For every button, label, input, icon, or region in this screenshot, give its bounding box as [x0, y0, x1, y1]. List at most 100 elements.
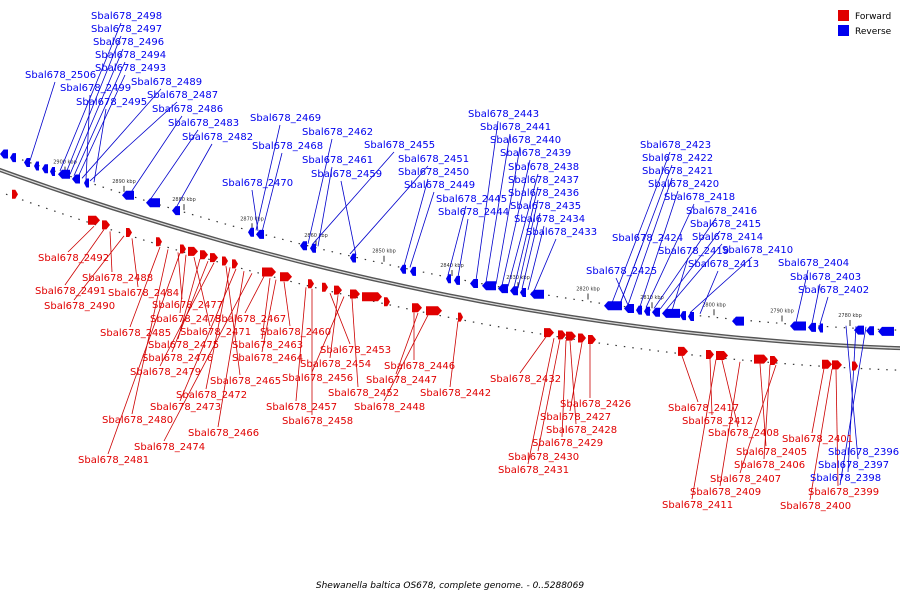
reverse-gene-arrow[interactable] [300, 241, 307, 251]
reverse-gene-label[interactable]: Sbal678_2483 [168, 118, 239, 129]
forward-gene-label[interactable]: Sbal678_2399 [808, 487, 879, 498]
forward-gene-label[interactable]: Sbal678_2408 [708, 428, 779, 439]
forward-gene-arrow[interactable] [852, 361, 858, 371]
forward-gene-label[interactable]: Sbal678_2411 [662, 500, 733, 511]
reverse-gene-label[interactable]: Sbal678_2461 [302, 155, 373, 166]
forward-gene-label[interactable]: Sbal678_2472 [176, 390, 247, 401]
forward-gene-label[interactable]: Sbal678_2431 [498, 465, 569, 476]
forward-gene-label[interactable]: Sbal678_2405 [736, 447, 807, 458]
forward-gene-arrow[interactable] [188, 246, 198, 256]
forward-gene-arrow[interactable] [822, 359, 832, 369]
reverse-gene-label[interactable]: Sbal678_2449 [404, 180, 475, 191]
forward-gene-arrow[interactable] [156, 237, 162, 247]
forward-gene-label[interactable]: Sbal678_2490 [44, 301, 115, 312]
forward-gene-label[interactable]: Sbal678_2432 [490, 374, 561, 385]
forward-gene-label[interactable]: Sbal678_2488 [82, 273, 153, 284]
forward-gene-label[interactable]: Sbal678_2491 [35, 286, 106, 297]
reverse-gene-label[interactable]: Sbal678_2421 [642, 166, 713, 177]
reverse-gene-label[interactable]: Sbal678_2403 [790, 272, 861, 283]
reverse-gene-arrow[interactable] [854, 325, 864, 335]
reverse-gene-arrow[interactable] [58, 169, 70, 179]
reverse-gene-label[interactable]: Sbal678_2462 [302, 127, 373, 138]
forward-gene-arrow[interactable] [88, 215, 100, 225]
reverse-gene-arrow[interactable] [878, 326, 894, 336]
forward-gene-arrow[interactable] [566, 331, 576, 341]
reverse-gene-label[interactable]: Sbal678_2437 [508, 175, 579, 186]
reverse-gene-arrow[interactable] [530, 289, 544, 299]
forward-gene-arrow[interactable] [544, 328, 554, 338]
reverse-gene-label[interactable]: Sbal678_2419 [658, 246, 729, 257]
reverse-gene-label[interactable]: Sbal678_2422 [642, 153, 713, 164]
reverse-gene-arrow[interactable] [410, 266, 416, 276]
forward-gene-label[interactable]: Sbal678_2456 [282, 373, 353, 384]
reverse-gene-arrow[interactable] [790, 321, 806, 331]
forward-gene-arrow[interactable] [12, 189, 18, 199]
forward-gene-arrow[interactable] [384, 297, 390, 307]
forward-gene-label[interactable]: Sbal678_2467 [215, 314, 286, 325]
reverse-gene-arrow[interactable] [350, 253, 356, 263]
forward-gene-arrow[interactable] [558, 330, 566, 340]
reverse-gene-label[interactable]: Sbal678_2468 [252, 141, 323, 152]
reverse-gene-label[interactable]: Sbal678_2433 [526, 227, 597, 238]
reverse-gene-label[interactable]: Sbal678_2444 [438, 207, 509, 218]
reverse-gene-arrow[interactable] [652, 307, 660, 317]
forward-gene-arrow[interactable] [280, 272, 292, 282]
reverse-gene-arrow[interactable] [400, 264, 406, 274]
reverse-gene-arrow[interactable] [866, 326, 874, 336]
forward-gene-arrow[interactable] [678, 346, 688, 356]
forward-gene-arrow[interactable] [262, 267, 276, 277]
forward-gene-arrow[interactable] [706, 349, 714, 359]
forward-gene-label[interactable]: Sbal678_2430 [508, 452, 579, 463]
reverse-gene-arrow[interactable] [482, 281, 496, 291]
forward-gene-arrow[interactable] [200, 250, 208, 260]
reverse-gene-label[interactable]: Sbal678_2420 [648, 179, 719, 190]
reverse-gene-arrow[interactable] [122, 190, 134, 200]
forward-gene-label[interactable]: Sbal678_2447 [366, 375, 437, 386]
reverse-gene-label[interactable]: Sbal678_2434 [514, 214, 585, 225]
forward-gene-label[interactable]: Sbal678_2442 [420, 388, 491, 399]
reverse-gene-label[interactable]: Sbal678_2425 [586, 266, 657, 277]
reverse-gene-arrow[interactable] [498, 284, 508, 294]
reverse-gene-label[interactable]: Sbal678_2498 [91, 11, 162, 22]
reverse-gene-arrow[interactable] [72, 174, 80, 184]
reverse-gene-arrow[interactable] [520, 288, 526, 298]
reverse-gene-label[interactable]: Sbal678_2438 [508, 162, 579, 173]
reverse-gene-arrow[interactable] [50, 167, 55, 177]
reverse-gene-label[interactable]: Sbal678_2494 [95, 50, 166, 61]
forward-gene-label[interactable]: Sbal678_2485 [100, 328, 171, 339]
reverse-gene-label[interactable]: Sbal678_2459 [311, 169, 382, 180]
reverse-gene-label[interactable]: Sbal678_2414 [692, 232, 763, 243]
reverse-gene-label[interactable]: Sbal678_2497 [91, 24, 162, 35]
forward-gene-label[interactable]: Sbal678_2464 [232, 353, 303, 364]
reverse-gene-arrow[interactable] [0, 149, 8, 159]
forward-gene-label[interactable]: Sbal678_2478 [150, 314, 221, 325]
forward-gene-label[interactable]: Sbal678_2427 [540, 412, 611, 423]
forward-gene-arrow[interactable] [180, 244, 186, 254]
reverse-gene-label[interactable]: Sbal678_2482 [182, 132, 253, 143]
reverse-gene-arrow[interactable] [310, 243, 316, 253]
forward-gene-label[interactable]: Sbal678_2474 [134, 442, 205, 453]
reverse-gene-arrow[interactable] [446, 274, 451, 284]
reverse-gene-arrow[interactable] [146, 198, 160, 208]
reverse-gene-label[interactable]: Sbal678_2402 [798, 285, 869, 296]
reverse-gene-arrow[interactable] [248, 227, 254, 237]
forward-gene-arrow[interactable] [334, 285, 342, 295]
reverse-gene-label[interactable]: Sbal678_2506 [25, 70, 96, 81]
forward-gene-label[interactable]: Sbal678_2412 [682, 416, 753, 427]
reverse-gene-arrow[interactable] [732, 316, 744, 326]
forward-gene-arrow[interactable] [412, 303, 422, 313]
forward-gene-arrow[interactable] [322, 282, 328, 292]
forward-gene-arrow[interactable] [832, 360, 842, 370]
forward-gene-label[interactable]: Sbal678_2479 [130, 367, 201, 378]
reverse-gene-arrow[interactable] [470, 278, 478, 288]
forward-gene-label[interactable]: Sbal678_2448 [354, 402, 425, 413]
reverse-gene-arrow[interactable] [24, 158, 30, 168]
reverse-gene-label[interactable]: Sbal678_2496 [93, 37, 164, 48]
forward-gene-arrow[interactable] [588, 334, 596, 344]
reverse-gene-label[interactable]: Sbal678_2499 [60, 83, 131, 94]
reverse-gene-label[interactable]: Sbal678_2397 [818, 460, 889, 471]
forward-gene-label[interactable]: Sbal678_2465 [210, 376, 281, 387]
forward-gene-arrow[interactable] [458, 312, 463, 322]
reverse-gene-label[interactable]: Sbal678_2451 [398, 154, 469, 165]
forward-gene-label[interactable]: Sbal678_2476 [142, 353, 213, 364]
